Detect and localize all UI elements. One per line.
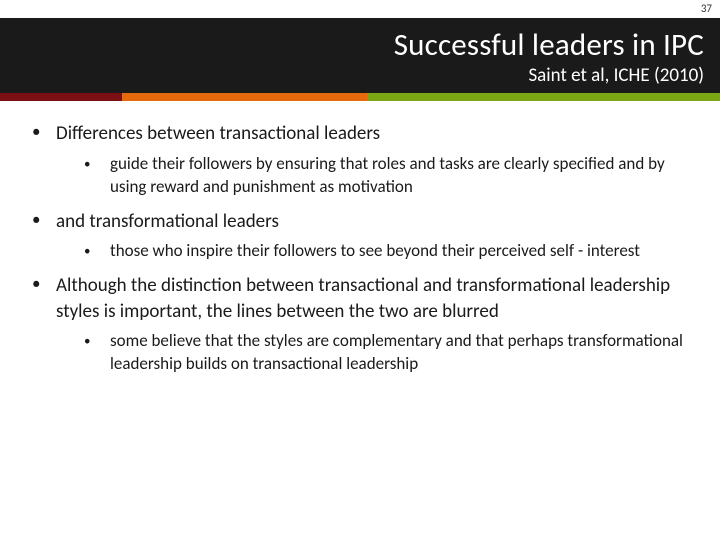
bullet-text: guide their followers by ensuring that r… [110,153,692,199]
slide-body: •Differences between transactional leade… [0,101,720,396]
bullet-marker: • [28,121,56,147]
bullet-text: Differences between transactional leader… [56,121,692,147]
bullet-level2: •guide their followers by ensuring that … [28,153,692,199]
bullet-level2: •some believe that the styles are comple… [28,330,692,376]
bullet-level1: •Differences between transactional leade… [28,121,692,147]
bullet-marker: • [84,240,110,263]
bullet-level2: •those who inspire their followers to se… [28,240,692,263]
bullet-level1: •and transformational leaders [28,209,692,235]
bullet-text: those who inspire their followers to see… [110,240,692,263]
slide-title: Successful leaders in IPC [16,26,704,64]
slide-subtitle: Saint et al, ICHE (2010) [16,64,704,87]
bullet-text: some believe that the styles are complem… [110,330,692,376]
bullet-marker: • [84,153,110,199]
slide-header: Successful leaders in IPC Saint et al, I… [0,18,720,93]
stripe-segment [0,93,122,101]
accent-stripe [0,93,720,101]
page-number: 37 [0,0,720,18]
bullet-level1: •Although the distinction between transa… [28,273,692,324]
stripe-segment [122,93,367,101]
bullet-marker: • [28,209,56,235]
bullet-marker: • [28,273,56,324]
bullet-marker: • [84,330,110,376]
bullet-text: and transformational leaders [56,209,692,235]
stripe-segment [367,93,720,101]
bullet-text: Although the distinction between transac… [56,273,692,324]
